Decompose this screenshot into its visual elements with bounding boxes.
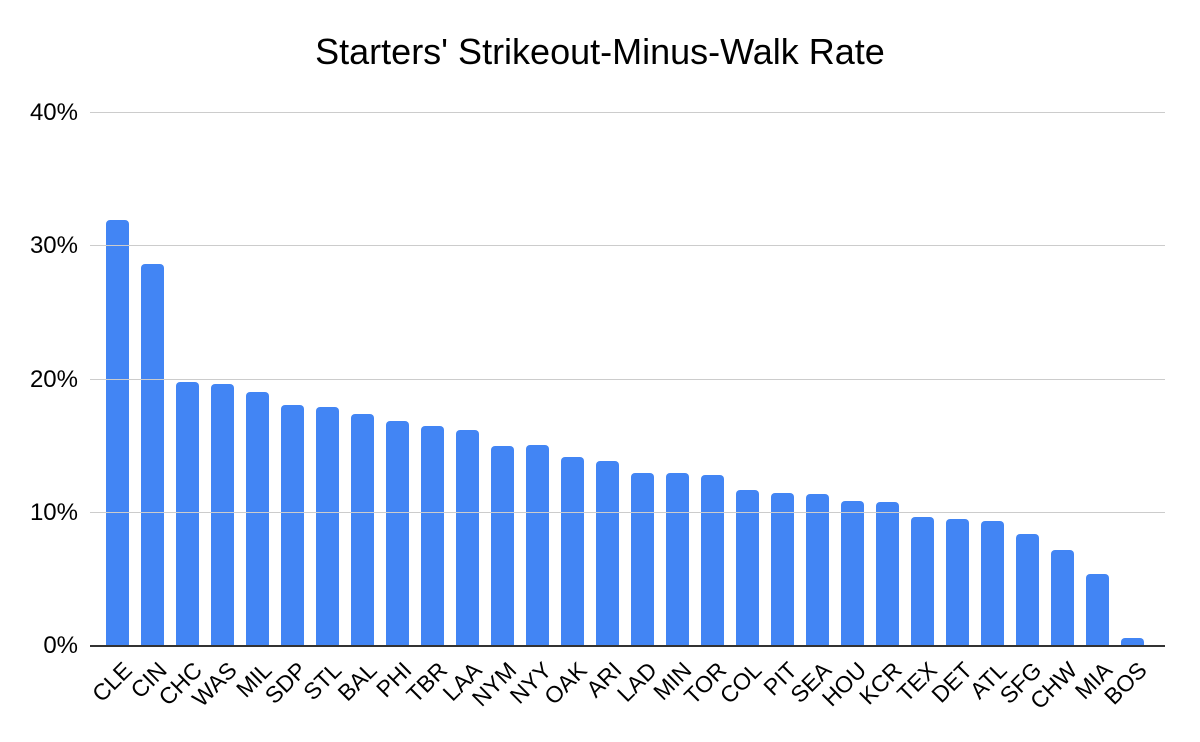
bar-LAA[interactable] xyxy=(456,430,479,646)
bar-MIA[interactable] xyxy=(1086,574,1109,646)
bar-COL[interactable] xyxy=(736,490,759,646)
plot-area xyxy=(90,112,1165,647)
bar-slot xyxy=(695,113,730,646)
bar-slot xyxy=(835,113,870,646)
bar-slot xyxy=(625,113,660,646)
bar-MIL[interactable] xyxy=(246,391,269,646)
bar-slot xyxy=(800,113,835,646)
bar-slot xyxy=(240,113,275,646)
x-slot: COL xyxy=(715,648,767,738)
bar-slot xyxy=(730,113,765,646)
bar-SFG[interactable] xyxy=(1016,534,1039,646)
bar-TOR[interactable] xyxy=(701,475,724,646)
x-slot: CLE xyxy=(87,648,137,738)
bar-HOU[interactable] xyxy=(841,500,864,646)
bar-TBR[interactable] xyxy=(421,426,444,646)
bar-ATL[interactable] xyxy=(981,520,1004,646)
bar-slot xyxy=(345,113,380,646)
bar-BAL[interactable] xyxy=(351,414,374,646)
bar-slot xyxy=(170,113,205,646)
bar-slot xyxy=(870,113,905,646)
bar-slot xyxy=(1010,113,1045,646)
y-tick-label-20%: 20% xyxy=(29,365,78,393)
x-slot: BAL xyxy=(333,648,382,738)
bar-slot xyxy=(905,113,940,646)
x-axis-baseline xyxy=(90,645,1165,647)
bars-container xyxy=(100,113,1150,646)
bar-slot xyxy=(415,113,450,646)
bar-CHW[interactable] xyxy=(1051,550,1074,646)
bar-SEA[interactable] xyxy=(806,494,829,646)
bar-slot xyxy=(450,113,485,646)
bar-slot xyxy=(275,113,310,646)
gridline-20% xyxy=(90,378,1165,380)
bar-slot xyxy=(520,113,555,646)
bar-SDP[interactable] xyxy=(281,404,304,646)
bar-slot xyxy=(205,113,240,646)
bar-WAS[interactable] xyxy=(211,383,234,646)
y-axis-labels: 0% 10% 20% 30% 40% xyxy=(0,0,80,742)
bar-slot xyxy=(660,113,695,646)
bar-slot xyxy=(380,113,415,646)
bar-slot xyxy=(100,113,135,646)
gridline-40% xyxy=(90,112,1165,113)
bar-slot xyxy=(485,113,520,646)
bar-slot xyxy=(590,113,625,646)
x-slot: BOS xyxy=(1099,648,1152,738)
bar-slot xyxy=(765,113,800,646)
bar-NYM[interactable] xyxy=(491,446,514,646)
bar-MIN[interactable] xyxy=(666,472,689,646)
bar-slot xyxy=(1080,113,1115,646)
bar-CLE[interactable] xyxy=(106,219,129,646)
bar-TEX[interactable] xyxy=(911,516,934,646)
y-tick-label-0%: 0% xyxy=(43,632,78,659)
bar-slot xyxy=(135,113,170,646)
y-tick-label-40%: 40% xyxy=(29,99,78,126)
x-slot: CHW xyxy=(1024,648,1081,738)
bar-CIN[interactable] xyxy=(141,263,164,646)
bar-STL[interactable] xyxy=(316,407,339,646)
bar-PIT[interactable] xyxy=(771,492,794,646)
bar-CHC[interactable] xyxy=(176,382,199,646)
bar-LAD[interactable] xyxy=(631,472,654,646)
bar-slot xyxy=(975,113,1010,646)
bar-ARI[interactable] xyxy=(596,460,619,646)
bar-PHI[interactable] xyxy=(386,420,409,646)
gridline-30% xyxy=(90,245,1165,247)
bar-BOS[interactable] xyxy=(1121,638,1144,646)
y-tick-label-30%: 30% xyxy=(29,232,78,260)
bar-OAK[interactable] xyxy=(561,456,584,646)
bar-slot xyxy=(555,113,590,646)
x-axis-labels: CLE CIN CHC WAS MIL SDP STL BAL PHI TBR LAA NYM NYY O… xyxy=(87,648,1152,738)
x-slot: DET xyxy=(926,648,977,738)
bar-NYY[interactable] xyxy=(526,444,549,646)
bar-DET[interactable] xyxy=(946,519,969,646)
bar-slot xyxy=(310,113,345,646)
bar-KCR[interactable] xyxy=(876,502,899,646)
x-slot: WAS xyxy=(187,648,242,738)
chart-title: Starters' Strikeout-Minus-Walk Rate xyxy=(315,31,885,72)
bar-slot xyxy=(1045,113,1080,646)
bar-slot xyxy=(940,113,975,646)
x-slot: OAK xyxy=(539,648,592,738)
gridline-10% xyxy=(90,511,1165,513)
bar-slot xyxy=(1115,113,1150,646)
y-tick-label-10%: 10% xyxy=(29,498,78,526)
